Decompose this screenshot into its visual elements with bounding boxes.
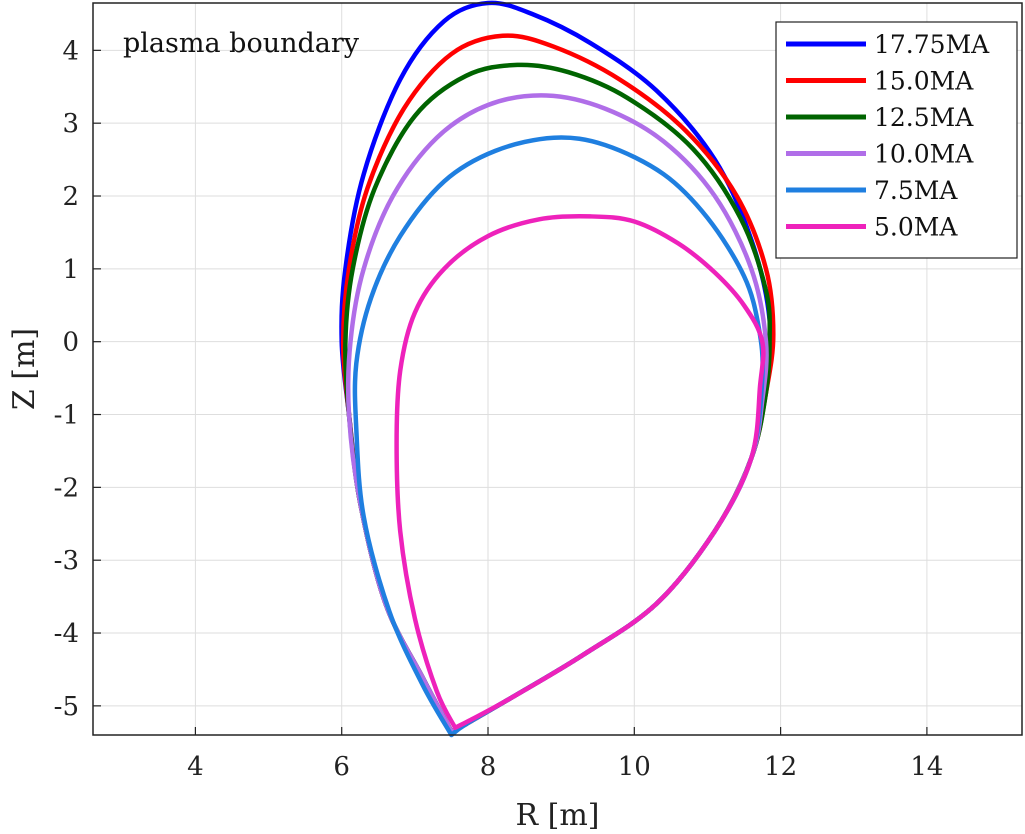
legend-entry-label: 5.0MA [874, 213, 958, 242]
legend-box [775, 21, 1018, 259]
series-line-7.5MA [352, 135, 765, 738]
series-layer [339, 0, 776, 738]
y-tick-label: -4 [54, 619, 79, 649]
x-tick-label: 6 [333, 752, 350, 782]
x-tick-label: 14 [910, 752, 943, 782]
series-line-15.0MA [340, 33, 776, 734]
x-tick-label: 12 [764, 752, 797, 782]
y-tick-label: 3 [62, 109, 79, 139]
x-axis-label: R [m] [516, 798, 600, 833]
legend-entry-label: 17.75MA [874, 30, 990, 59]
y-tick-label: 1 [62, 255, 79, 285]
legend-entry-label: 12.5MA [874, 103, 974, 132]
y-tick-label: -1 [54, 401, 79, 431]
plot-area-frame [92, 2, 1023, 736]
y-tick-label: 2 [62, 182, 79, 212]
series-line-5.0MA [394, 213, 766, 730]
y-tick-label: -5 [54, 692, 79, 722]
y-tick-label: 4 [62, 36, 79, 66]
series-line-17.75MA [339, 0, 773, 734]
x-tick-label: 4 [187, 752, 204, 782]
plot-annotation: plasma boundary [123, 28, 360, 59]
x-tick-label: 10 [618, 752, 651, 782]
legend: 17.75MA 15.0MA 12.5MA 10.0MA 7.5MA 5.0MA [775, 21, 1018, 259]
y-tick-label: -3 [54, 546, 79, 576]
legend-entry-label: 7.5MA [874, 176, 958, 205]
y-axis-label: Z [m] [7, 328, 42, 410]
series-line-12.5MA [343, 62, 773, 734]
y-tick-label: -2 [54, 473, 79, 503]
y-axis-ticks: 4 3 2 1 0 -1 -2 -3 -4 -5 [54, 36, 101, 722]
x-axis-ticks: 4 6 8 10 12 14 [187, 727, 943, 782]
legend-entry-label: 10.0MA [874, 140, 974, 169]
series-line-10.0MA [345, 93, 769, 734]
y-tick-label: 0 [62, 328, 79, 358]
legend-entry-label: 15.0MA [874, 67, 974, 96]
x-tick-label: 8 [480, 752, 497, 782]
